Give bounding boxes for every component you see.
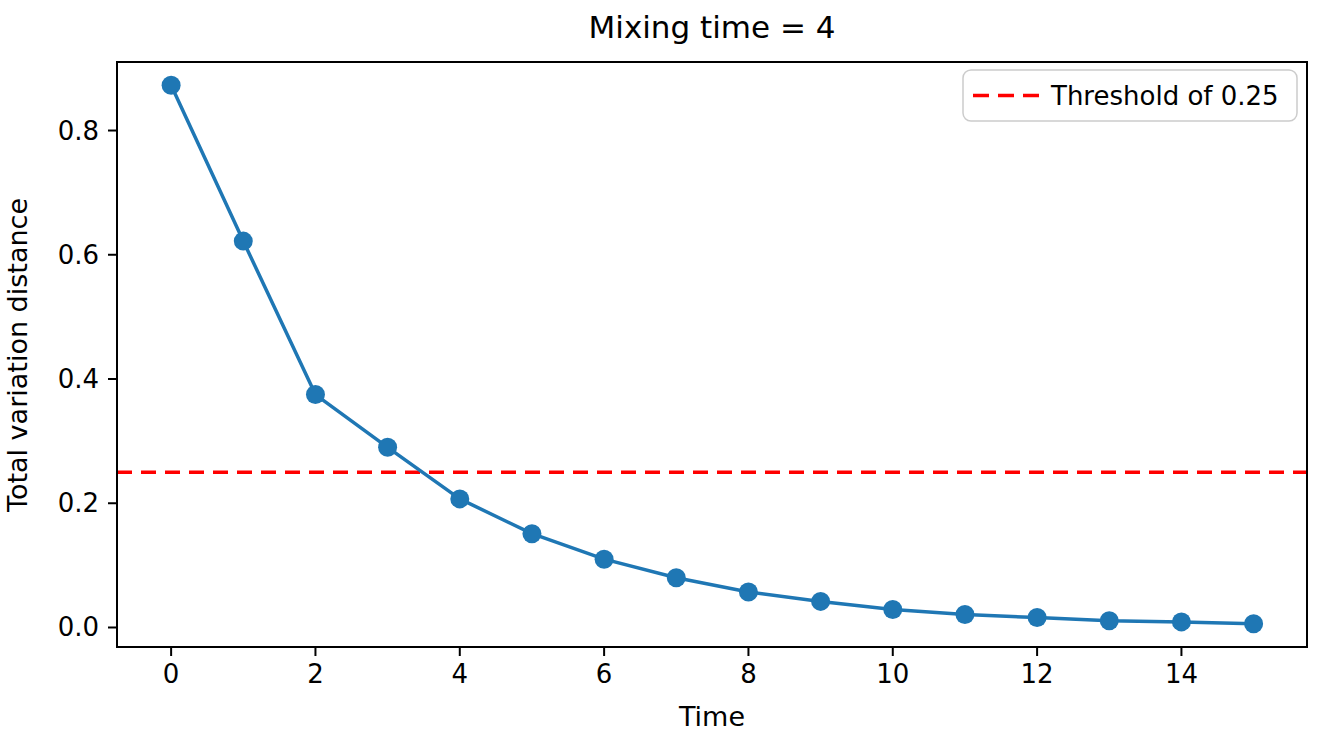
data-point — [234, 232, 253, 251]
data-point — [522, 524, 541, 543]
x-tick-label: 12 — [1021, 659, 1054, 689]
figure: 0 2 4 6 8 10 12 14 0.0 0.2 0.4 0.6 0.8 Mixing time =… — [0, 0, 1326, 751]
data-point — [667, 568, 686, 587]
y-tick-label: 0.2 — [58, 488, 99, 518]
series-line — [171, 85, 1253, 624]
y-tick-label: 0.6 — [58, 240, 99, 270]
plot-area: 0 2 4 6 8 10 12 14 0.0 0.2 0.4 0.6 0.8 — [58, 76, 1307, 689]
y-tick-label: 0.4 — [58, 364, 99, 394]
data-point — [1244, 614, 1263, 633]
y-tick-label: 0.8 — [58, 116, 99, 146]
data-point — [595, 550, 614, 569]
y-tick-label: 0.0 — [58, 612, 99, 642]
chart-canvas: 0 2 4 6 8 10 12 14 0.0 0.2 0.4 0.6 0.8 Mixing time =… — [0, 0, 1326, 751]
data-point — [378, 438, 397, 457]
x-tick-label: 6 — [596, 659, 613, 689]
data-point — [1028, 608, 1047, 627]
data-point — [450, 489, 469, 508]
data-point — [883, 600, 902, 619]
data-point — [739, 583, 758, 602]
legend: Threshold of 0.25 — [963, 70, 1297, 121]
x-tick-label: 10 — [876, 659, 909, 689]
data-point — [955, 605, 974, 624]
chart-title: Mixing time = 4 — [589, 9, 836, 45]
x-tick-label: 14 — [1165, 659, 1198, 689]
data-point — [1172, 612, 1191, 631]
legend-threshold-label: Threshold of 0.25 — [1050, 81, 1279, 111]
data-point — [811, 592, 830, 611]
x-tick-label: 8 — [740, 659, 757, 689]
x-tick-label: 2 — [307, 659, 324, 689]
data-point — [162, 76, 181, 95]
data-point — [1100, 611, 1119, 630]
x-tick-label: 4 — [452, 659, 469, 689]
y-axis-label: Total variation distance — [2, 198, 33, 513]
x-tick-label: 0 — [163, 659, 180, 689]
x-axis-label: Time — [678, 701, 745, 732]
data-point — [306, 385, 325, 404]
